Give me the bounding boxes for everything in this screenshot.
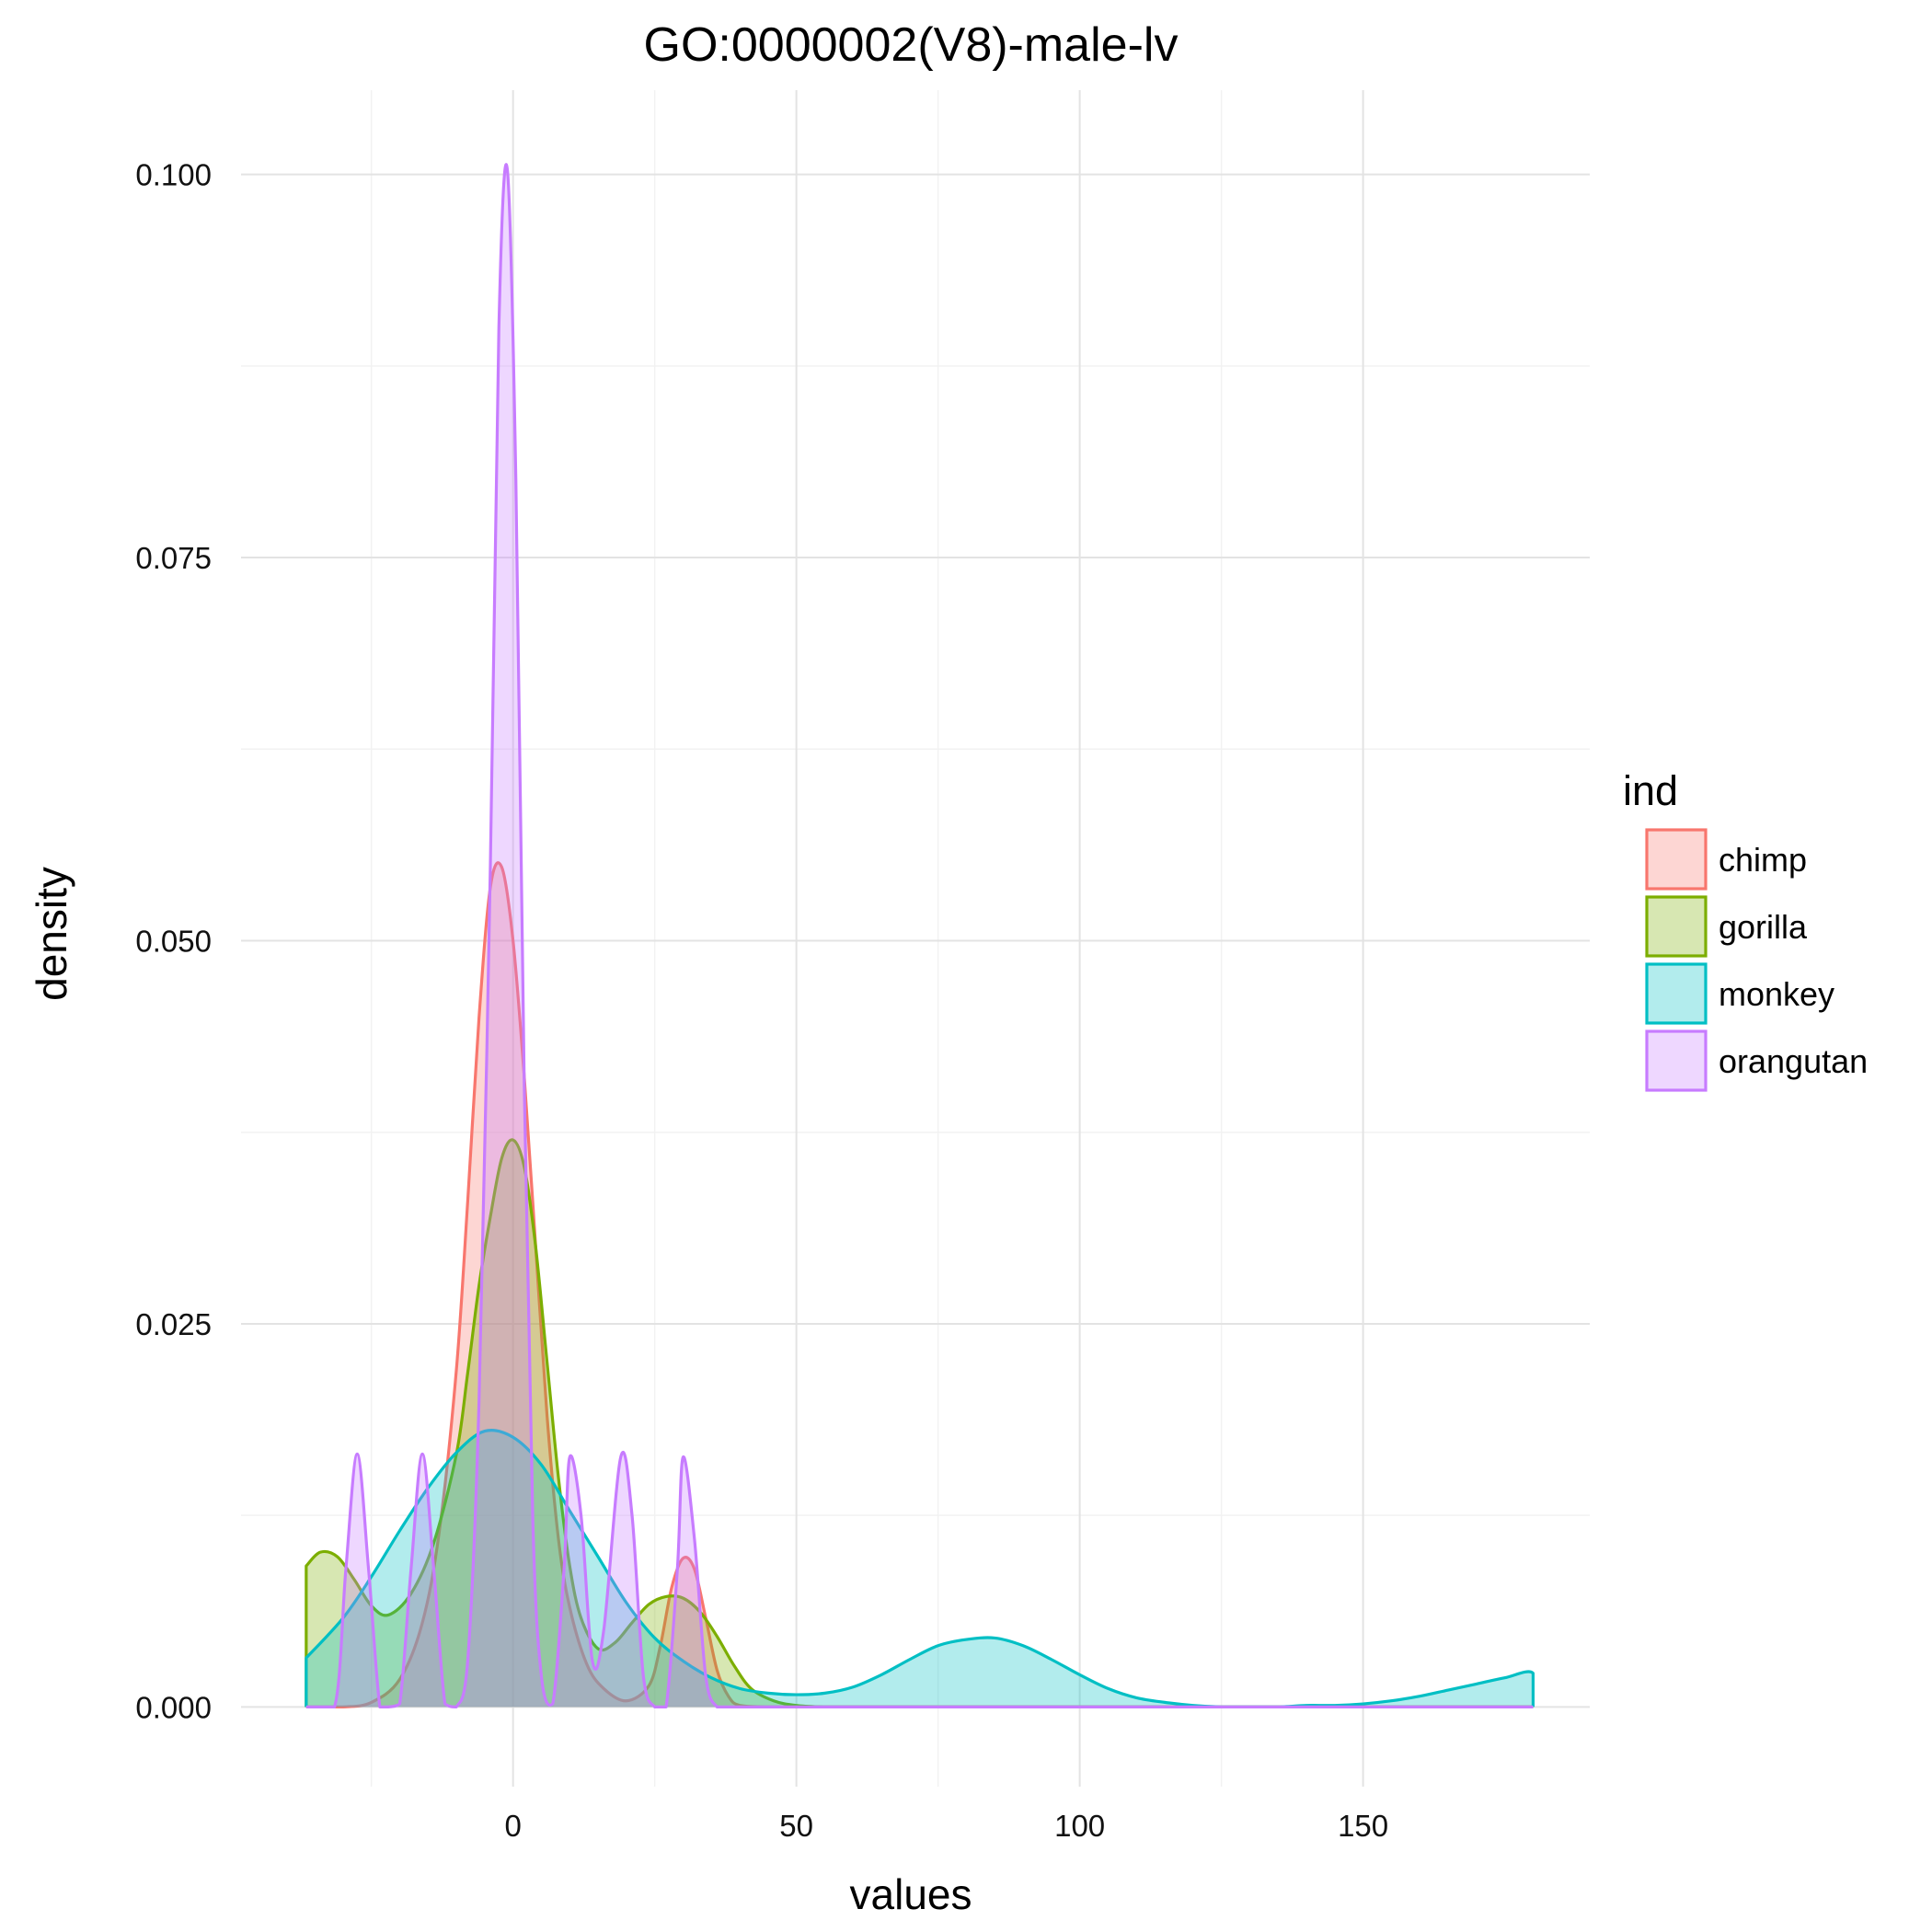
legend-key-chimp bbox=[1645, 828, 1708, 891]
y-axis-tick-labels: 0.000 0.025 0.050 0.075 0.100 bbox=[135, 158, 212, 1725]
y-tick-label: 0.000 bbox=[135, 1690, 212, 1724]
y-tick-label: 0.025 bbox=[135, 1307, 212, 1341]
legend-item-orangutan: orangutan bbox=[1645, 1029, 1868, 1092]
x-tick-label: 150 bbox=[1338, 1809, 1388, 1843]
legend-label-monkey: monkey bbox=[1719, 975, 1834, 1013]
x-axis-title: values bbox=[850, 1870, 972, 1918]
density-series bbox=[305, 163, 1535, 1708]
density-area-orangutan bbox=[305, 164, 1534, 1708]
x-axis-tick-labels: 0 50 100 150 bbox=[504, 1809, 1388, 1843]
series-monkey bbox=[305, 1428, 1535, 1708]
x-tick-label: 100 bbox=[1054, 1809, 1105, 1843]
chart-title: GO:0000002(V8)-male-lv bbox=[644, 18, 1179, 72]
series-orangutan bbox=[305, 163, 1534, 1708]
legend-item-gorilla: gorilla bbox=[1645, 895, 1808, 958]
density-area-chimp bbox=[305, 862, 1534, 1708]
legend-items: chimp gorilla monkey orangutan bbox=[1645, 828, 1868, 1092]
legend-item-monkey: monkey bbox=[1645, 962, 1834, 1025]
legend-key-orangutan bbox=[1645, 1029, 1708, 1092]
density-line-orangutan bbox=[305, 163, 1534, 1708]
y-tick-label: 0.050 bbox=[135, 924, 212, 958]
legend-label-chimp: chimp bbox=[1719, 841, 1807, 879]
legend: ind chimp gorilla monkey orangutan bbox=[1623, 767, 1868, 1092]
legend-key-gorilla bbox=[1645, 895, 1708, 958]
x-tick-label: 50 bbox=[779, 1809, 813, 1843]
legend-item-chimp: chimp bbox=[1645, 828, 1807, 891]
x-tick-label: 0 bbox=[504, 1809, 521, 1843]
legend-label-orangutan: orangutan bbox=[1719, 1042, 1868, 1080]
legend-title: ind bbox=[1623, 767, 1678, 814]
legend-label-gorilla: gorilla bbox=[1719, 908, 1808, 946]
density-line-monkey bbox=[305, 1428, 1535, 1708]
y-tick-label: 0.075 bbox=[135, 541, 212, 575]
y-tick-label: 0.100 bbox=[135, 158, 212, 192]
minor-gridlines bbox=[241, 90, 1590, 1787]
legend-key-monkey bbox=[1645, 962, 1708, 1025]
density-area-monkey bbox=[305, 1430, 1534, 1708]
y-axis-title: density bbox=[28, 867, 75, 1001]
